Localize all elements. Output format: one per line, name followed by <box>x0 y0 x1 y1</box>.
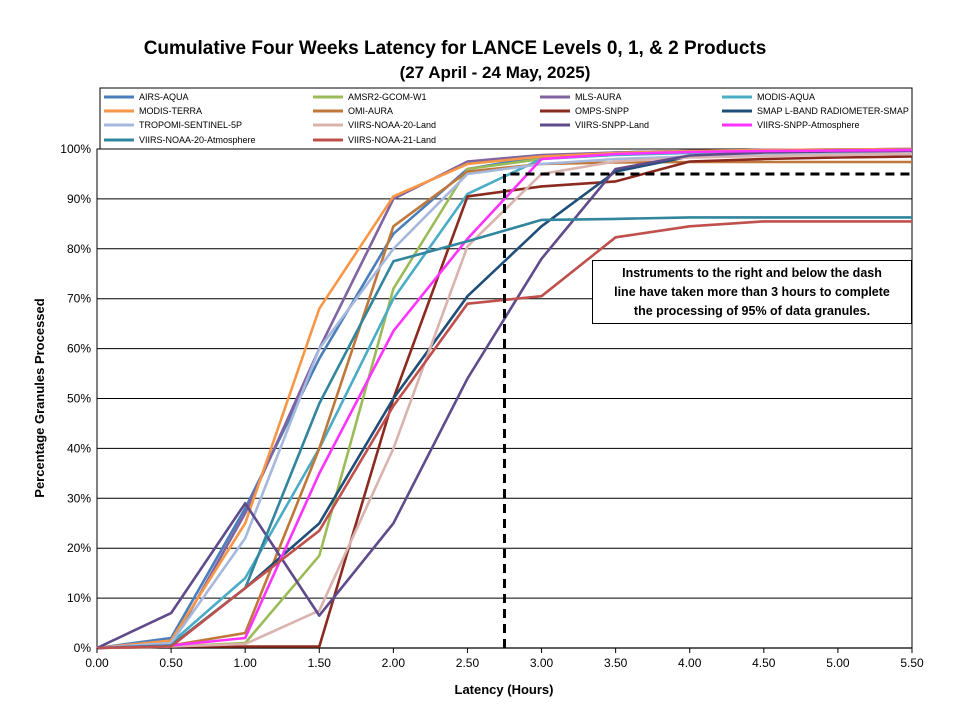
legend-entry: VIIRS-SNPP-Land <box>575 120 649 130</box>
x-tick-label: 2.50 <box>456 656 480 670</box>
y-axis-label: Percentage Granules Processed <box>32 298 47 497</box>
legend-entry: VIIRS-SNPP-Atmosphere <box>757 120 860 130</box>
y-tick-label: 50% <box>67 392 91 406</box>
annotation-line-1: Instruments to the right and below the d… <box>622 266 882 280</box>
legend-entry: MLS-AURA <box>575 92 622 102</box>
x-tick-label: 2.00 <box>382 656 406 670</box>
legend-entry: AIRS-AQUA <box>139 92 189 102</box>
y-tick-label: 0% <box>74 641 92 655</box>
legend-entry: VIIRS-NOAA-20-Atmosphere <box>139 135 256 145</box>
legend-entry: OMI-AURA <box>348 106 393 116</box>
x-axis-label: Latency (Hours) <box>455 682 554 697</box>
x-tick-label: 0.00 <box>85 656 109 670</box>
y-tick-label: 30% <box>67 491 91 505</box>
annotation-line-3: the processing of 95% of data granules. <box>633 304 871 318</box>
y-tick-label: 90% <box>67 192 91 206</box>
x-tick-label: 5.00 <box>826 656 850 670</box>
y-tick-label: 60% <box>67 342 91 356</box>
legend-entry: MODIS-TERRA <box>139 106 202 116</box>
legend-box <box>99 87 913 150</box>
x-tick-label: 3.00 <box>530 656 554 670</box>
y-tick-label: 80% <box>67 242 91 256</box>
chart-subtitle: (27 April - 24 May, 2025) <box>399 63 591 82</box>
legend-entry: AMSR2-GCOM-W1 <box>348 92 427 102</box>
series-line <box>96 149 913 650</box>
y-tick-label: 100% <box>60 142 91 156</box>
x-tick-label: 1.50 <box>308 656 332 670</box>
legend-entry: TROPOMI-SENTINEL-5P <box>139 120 242 130</box>
annotation-box: Instruments to the right and below the d… <box>592 260 912 324</box>
legend-entry: MODIS-AQUA <box>757 92 815 102</box>
legend-entry: SMAP L-BAND RADIOMETER-SMAP <box>757 106 909 116</box>
x-tick-label: 4.50 <box>752 656 776 670</box>
y-tick-label: 40% <box>67 441 91 455</box>
annotation-line-2: line have taken more than 3 hours to com… <box>614 285 890 299</box>
x-tick-label: 3.50 <box>604 656 628 670</box>
threshold-line <box>503 172 912 648</box>
x-tick-label: 4.00 <box>678 656 702 670</box>
series-line <box>96 148 913 650</box>
legend: AIRS-AQUA AMSR2-GCOM-W1 MLS-AURA MODIS-AQUA… <box>99 87 913 150</box>
y-tick-label: 10% <box>67 591 91 605</box>
chart-title: Cumulative Four Weeks Latency for LANCE … <box>143 38 767 59</box>
legend-entry: VIIRS-NOAA-20-Land <box>348 120 436 130</box>
legend-entry: OMPS-SNPP <box>575 106 629 116</box>
x-tick-label: 1.00 <box>234 656 258 670</box>
threshold-dash-line <box>503 172 912 648</box>
y-tick-label: 20% <box>67 541 91 555</box>
y-axis-ticks: 0% 10% 20% 30% 40% 50% 60% 70% 80% 90% 100% <box>60 142 91 655</box>
x-tick-label: 0.50 <box>159 656 183 670</box>
x-axis-ticks: 0.00 0.50 1.00 1.50 2.00 2.50 3.00 3.50 4.00 4.50… <box>85 648 924 670</box>
y-tick-label: 70% <box>67 292 91 306</box>
legend-entry: VIIRS-NOAA-21-Land <box>348 135 436 145</box>
x-tick-label: 5.50 <box>900 656 924 670</box>
